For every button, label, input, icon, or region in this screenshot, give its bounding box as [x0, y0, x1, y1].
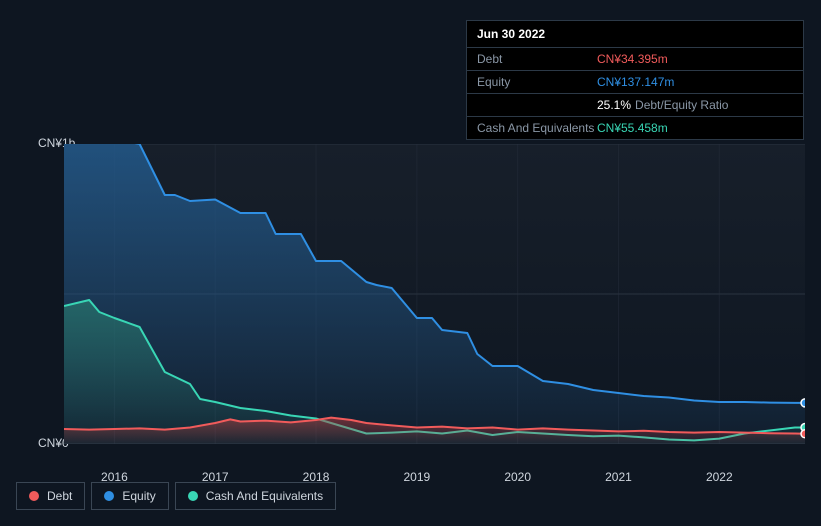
tooltip-row-label: Debt	[477, 52, 597, 66]
tooltip-date: Jun 30 2022	[467, 21, 803, 47]
legend-label: Equity	[122, 489, 155, 503]
tooltip-row-label	[477, 98, 597, 112]
x-axis-label: 2021	[605, 470, 632, 484]
chart-area: CN¥1bCN¥0 2016201720182019202020212022	[16, 120, 805, 464]
legend-label: Debt	[47, 489, 72, 503]
tooltip-row: EquityCN¥137.147m	[467, 70, 803, 93]
x-axis-label: 2020	[504, 470, 531, 484]
legend-item-cash[interactable]: Cash And Equivalents	[175, 482, 336, 510]
tooltip-row: DebtCN¥34.395m	[467, 47, 803, 70]
chart-tooltip: Jun 30 2022 DebtCN¥34.395mEquityCN¥137.1…	[466, 20, 804, 140]
legend-item-debt[interactable]: Debt	[16, 482, 85, 510]
tooltip-row-value: 25.1%Debt/Equity Ratio	[597, 98, 793, 112]
legend-label: Cash And Equivalents	[206, 489, 323, 503]
tooltip-row: Cash And EquivalentsCN¥55.458m	[467, 116, 803, 139]
tooltip-row-label: Cash And Equivalents	[477, 121, 597, 135]
legend: Debt Equity Cash And Equivalents	[16, 482, 336, 510]
legend-item-equity[interactable]: Equity	[91, 482, 168, 510]
tooltip-row-label: Equity	[477, 75, 597, 89]
x-axis-label: 2022	[706, 470, 733, 484]
cash-swatch-icon	[188, 491, 198, 501]
tooltip-row-value: CN¥137.147m	[597, 75, 793, 89]
tooltip-row-value: CN¥55.458m	[597, 121, 793, 135]
tooltip-row-value: CN¥34.395m	[597, 52, 793, 66]
tooltip-row: 25.1%Debt/Equity Ratio	[467, 93, 803, 116]
debt-swatch-icon	[29, 491, 39, 501]
x-axis-label: 2019	[403, 470, 430, 484]
equity-swatch-icon	[104, 491, 114, 501]
area-chart[interactable]	[64, 144, 805, 444]
